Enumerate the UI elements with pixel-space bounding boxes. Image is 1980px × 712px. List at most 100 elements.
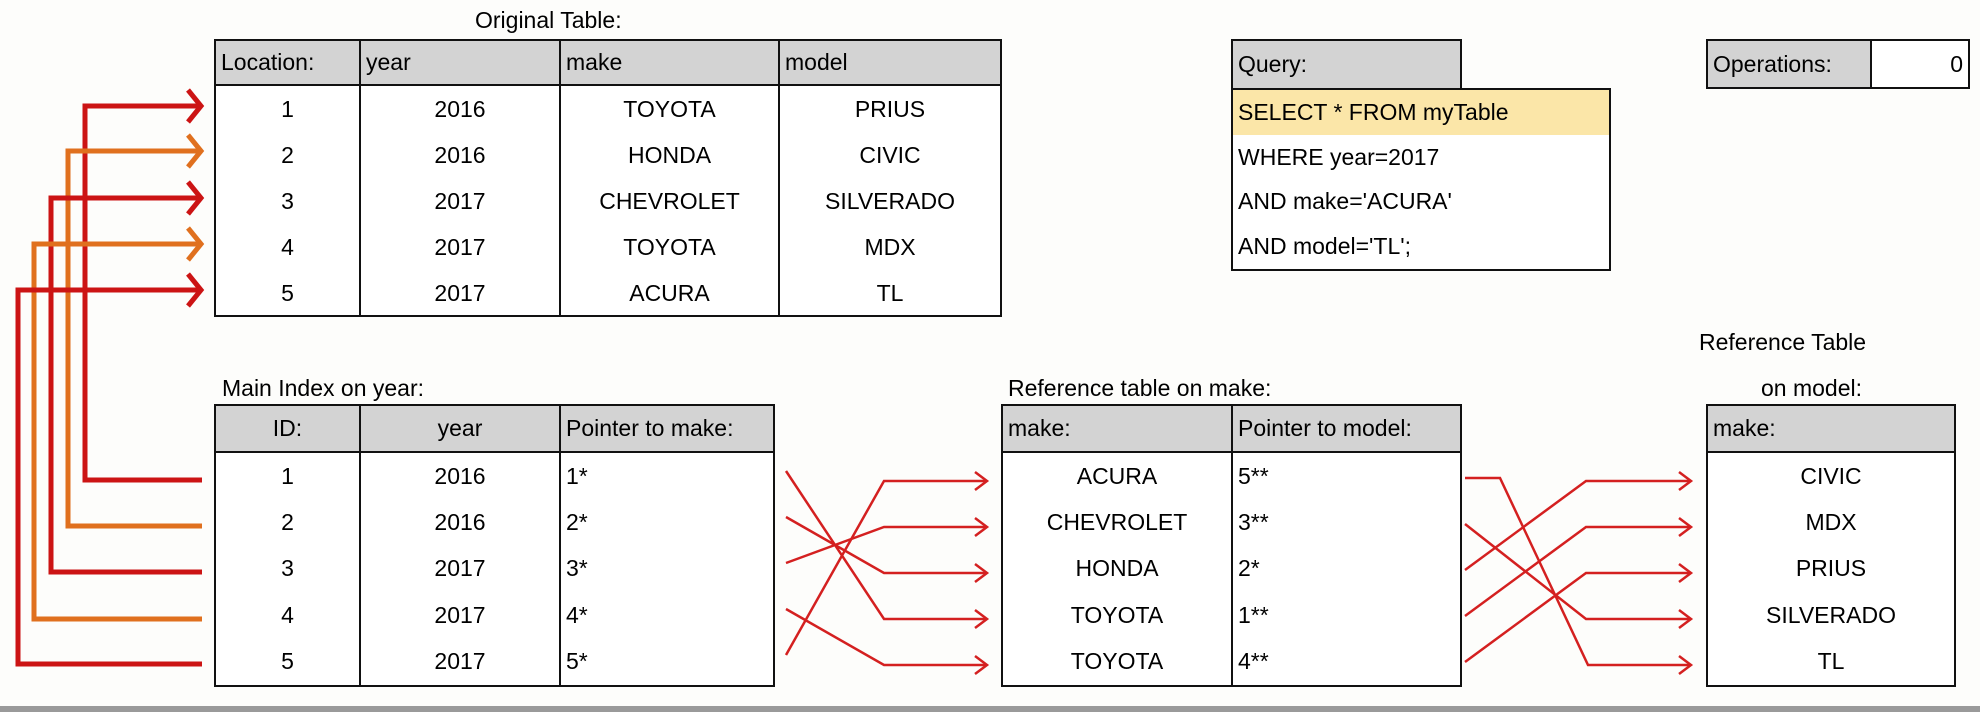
arrowhead-icon (974, 609, 990, 629)
table-cell: TOYOTA (561, 86, 780, 132)
table-row: 3 2017 3* (216, 545, 773, 593)
table-row: ACURA 5** (1003, 453, 1460, 500)
table-cell: 5* (566, 648, 588, 675)
make-pointer-line (785, 525, 986, 565)
arrowhead-icon (974, 655, 990, 675)
table-row: HONDA 2* (1003, 545, 1460, 593)
ref-make-title: Reference table on make: (1008, 375, 1272, 401)
table-cell: 4** (1238, 648, 1269, 675)
location-pointer-line (15, 287, 202, 667)
table-row: 2 2016 HONDA CIVIC (216, 132, 1000, 178)
table-row: 5 2017 ACURA TL (216, 270, 1000, 316)
table-cell: TL (1817, 648, 1845, 675)
original-table: Location: year make model 1 2016 TOYOTA PRIUS 2 2… (214, 39, 1002, 317)
table-cell: HONDA (561, 132, 780, 178)
table-cell: 2017 (361, 638, 561, 685)
table-header-row: Location: year make model (216, 41, 1000, 86)
table-row: PRIUS (1708, 546, 1954, 592)
table-cell: 1 (216, 453, 361, 500)
header-cell: model (785, 49, 848, 75)
table-header-row: make: (1708, 406, 1954, 453)
main-index-table: ID: year Pointer to make: 1 2016 1* 2 2016 2* 3 20… (214, 404, 775, 687)
query-header-label: Query: (1238, 51, 1308, 77)
table-cell: 4* (566, 601, 588, 628)
query-line: AND model='TL'; (1233, 224, 1609, 269)
location-pointer-line (65, 148, 202, 529)
ref-model-title-line1: Reference Table (1699, 329, 1867, 355)
table-cell: SILVERADO (1766, 601, 1896, 628)
table-row: CIVIC (1708, 453, 1954, 499)
table-row: TL (1708, 639, 1954, 685)
table-row: 1 2016 1* (216, 453, 773, 500)
table-cell: PRIUS (854, 95, 926, 122)
table-header-row: make: Pointer to model: (1003, 406, 1460, 453)
operations-row: Operations: 0 (1708, 41, 1968, 87)
table-row: 4 2017 4* (216, 592, 773, 639)
query-line: AND make='ACURA' (1233, 179, 1609, 224)
table-cell: MDX (1805, 509, 1857, 536)
table-cell: 5** (1238, 462, 1269, 489)
location-pointer-line (31, 241, 202, 622)
table-cell: CIVIC (1800, 462, 1862, 489)
bottom-border (0, 706, 1980, 712)
location-pointer-line (82, 103, 202, 483)
arrowhead-icon (974, 517, 990, 537)
make-pointer-line (785, 607, 986, 667)
table-row: 4 2017 TOYOTA MDX (216, 224, 1000, 270)
location-pointer-line (48, 195, 202, 575)
arrowhead-icon (186, 226, 205, 262)
arrowhead-icon (1678, 563, 1694, 583)
table-cell: 2 (216, 499, 361, 546)
arrowhead-icon (186, 133, 205, 169)
table-cell: 3 (216, 178, 361, 224)
operations-label: Operations: (1708, 41, 1872, 87)
table-cell: CHEVROLET (561, 178, 780, 224)
header-cell: Pointer to model: (1238, 415, 1412, 441)
table-cell: TOYOTA (1003, 592, 1233, 639)
query-box: Query: SELECT * FROM myTable WHERE year=20… (1231, 39, 1611, 271)
header-cell: Pointer to make: (566, 415, 734, 441)
main-index-title: Main Index on year: (222, 375, 425, 401)
make-pointer-line (785, 515, 986, 575)
table-cell: 1** (1238, 601, 1269, 628)
table-cell: TOYOTA (561, 224, 780, 270)
table-cell: 2* (1238, 555, 1260, 582)
operations-counter: Operations: 0 (1706, 39, 1970, 89)
table-row: CHEVROLET 3** (1003, 499, 1460, 546)
table-cell: CIVIC (859, 141, 921, 168)
table-cell: 2017 (361, 592, 561, 639)
ref-model-table: make: CIVIC MDX PRIUS SILVERADO TL (1706, 404, 1956, 687)
table-cell: 2016 (361, 499, 561, 546)
arrowhead-icon (1678, 517, 1694, 537)
table-cell: 5 (216, 270, 361, 316)
table-cell: 4 (216, 592, 361, 639)
table-cell: 4 (216, 224, 361, 270)
arrowhead-icon (974, 563, 990, 583)
make-pointer-line (784, 470, 986, 621)
operations-value: 0 (1950, 50, 1963, 77)
table-cell: 3** (1238, 509, 1269, 536)
arrowhead-icon (186, 88, 205, 124)
arrowhead-icon (974, 471, 990, 491)
query-line: WHERE year=2017 (1233, 135, 1609, 180)
model-pointer-line (1464, 523, 1690, 621)
table-cell: 2 (216, 132, 361, 178)
query-header: Query: (1231, 39, 1462, 88)
query-line-text: AND model='TL'; (1238, 232, 1412, 259)
query-line-text: SELECT * FROM myTable (1238, 98, 1509, 125)
table-row: MDX (1708, 499, 1954, 545)
table-row: 1 2016 TOYOTA PRIUS (216, 86, 1000, 132)
arrowhead-icon (1678, 471, 1694, 491)
table-row: 3 2017 CHEVROLET SILVERADO (216, 178, 1000, 224)
header-cell: make (561, 41, 780, 84)
table-cell: ACURA (561, 270, 780, 316)
header-cell: ID: (216, 406, 361, 451)
table-cell: 2017 (361, 178, 561, 224)
table-cell: 3 (216, 545, 361, 593)
ref-model-title-line2: on model: (1761, 375, 1863, 401)
arrowhead-icon (1678, 609, 1694, 629)
table-cell: 5 (216, 638, 361, 685)
model-pointer-line (1464, 479, 1690, 572)
arrowhead-icon (186, 180, 205, 216)
